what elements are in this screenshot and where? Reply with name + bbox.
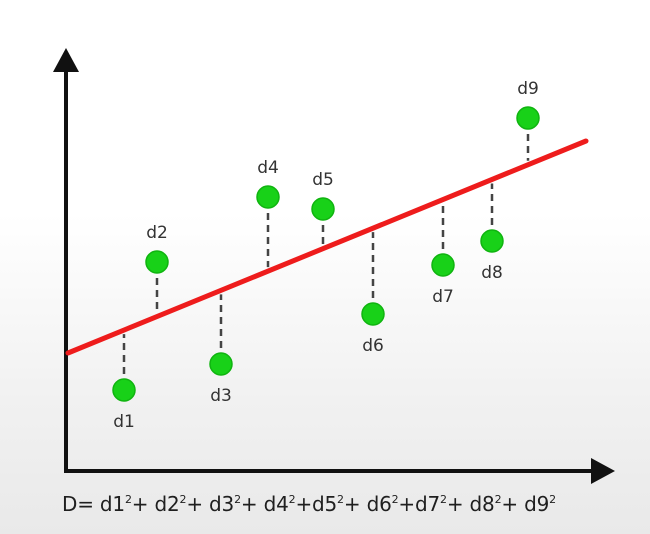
formula-prefix: D= (62, 492, 100, 516)
formula-plus: + (398, 492, 415, 516)
point-d8 (480, 229, 504, 253)
formula-exponent: 2 (440, 493, 447, 506)
x-axis-arrowhead (591, 458, 615, 484)
formula-exponent: 2 (124, 493, 132, 506)
formula-term-d5: d5 (312, 492, 338, 516)
point-label-d1: d1 (113, 412, 135, 432)
point-d5 (311, 197, 335, 221)
formula-plus: + (186, 492, 210, 516)
formula-term-d1: d1 (99, 492, 125, 516)
residual-lines (122, 134, 530, 374)
formula-term-d3: d3 (209, 492, 235, 516)
y-axis-arrowhead (53, 48, 79, 72)
formula-term-d6: d6 (366, 492, 392, 516)
formula-exponent: 2 (549, 493, 556, 506)
formula-term-d9: d9 (524, 492, 550, 516)
formula-plus: + (501, 492, 525, 516)
sum-of-squares-formula: D= d12+ d22+ d32+ d42+d52+ d62+d72+ d82+… (62, 492, 556, 516)
formula-term-d8: d8 (469, 492, 495, 516)
point-d1 (112, 378, 136, 402)
point-label-d7: d7 (432, 287, 454, 307)
point-d2 (145, 250, 169, 274)
point-d6 (361, 302, 385, 326)
regression-line (65, 138, 589, 356)
point-label-d6: d6 (362, 336, 384, 356)
data-points (112, 106, 540, 402)
formula-term-d2: d2 (154, 492, 180, 516)
formula-exponent: 2 (391, 493, 399, 506)
formula-plus: + (131, 492, 155, 516)
axes (53, 48, 615, 484)
point-d4 (256, 185, 280, 209)
point-d3 (209, 352, 233, 376)
point-d9 (516, 106, 540, 130)
formula-exponent: 2 (337, 493, 344, 506)
point-label-d8: d8 (481, 263, 503, 283)
formula-exponent: 2 (179, 493, 187, 506)
regression-line-group (65, 138, 589, 356)
point-label-d2: d2 (146, 223, 168, 243)
formula-term-d4: d4 (263, 492, 289, 516)
point-label-d3: d3 (210, 386, 232, 406)
formula-exponent: 2 (288, 493, 296, 506)
formula-exponent: 2 (234, 493, 241, 506)
point-label-d9: d9 (517, 79, 539, 99)
point-label-d5: d5 (312, 170, 334, 190)
point-d7 (431, 253, 455, 277)
formula-terms: d12+ d22+ d32+ d42+d52+ d62+d72+ d82+ d9… (100, 492, 556, 516)
point-labels: d1 d2 d3 d4 d5 d6 d7 d8 d9 (113, 79, 539, 432)
formula-exponent: 2 (494, 493, 502, 506)
formula-plus: + (343, 492, 367, 516)
point-label-d4: d4 (257, 158, 279, 178)
formula-term-d7: d7 (414, 492, 441, 516)
formula-plus: + (295, 492, 313, 516)
formula-plus: + (240, 492, 264, 516)
formula-plus: + (446, 492, 470, 516)
